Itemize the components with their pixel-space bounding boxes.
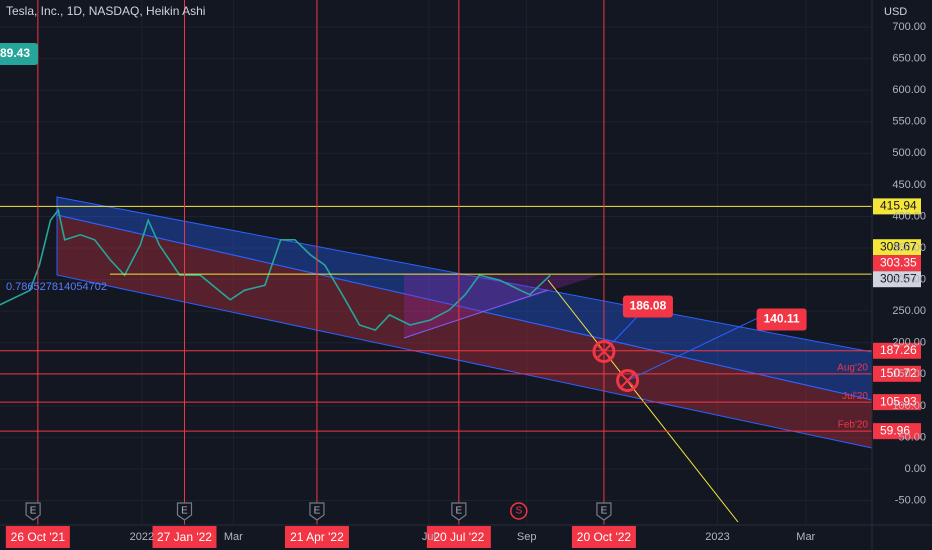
event-label: E [30, 506, 37, 517]
event-icon [25, 502, 41, 521]
x-tick-label: Mar [796, 531, 815, 543]
y-tick-label: 300.00 [892, 273, 926, 285]
target-ring [592, 340, 616, 364]
event-icon [510, 502, 528, 520]
x-tick-label: Jul [422, 531, 436, 543]
x-tick-label: Mar [224, 531, 243, 543]
price-label-box [873, 198, 921, 215]
trend-line [403, 289, 549, 339]
event-icon [596, 502, 612, 521]
y-tick-label: -50.00 [895, 494, 926, 506]
fib-label: Aug'20 [837, 363, 868, 374]
date-label: 20 Oct '22 [577, 530, 632, 544]
price-label: 415.94 [880, 199, 917, 213]
price-line [0, 208, 551, 332]
price-label-box [873, 239, 921, 256]
event-icon [309, 502, 325, 521]
price-label: 308.67 [880, 239, 917, 253]
grid [0, 0, 872, 525]
event-icon [451, 502, 467, 521]
y-tick-label: 50.00 [898, 431, 926, 443]
price-label: 105.93 [880, 394, 917, 408]
event-label: E [456, 506, 463, 517]
price-label-box [873, 271, 921, 288]
price-label-box [873, 423, 921, 440]
event-label: E [181, 506, 188, 517]
fib-label: Jul'20 [842, 391, 868, 402]
price-label: 187.26 [880, 343, 917, 357]
y-tick-label: 0.00 [905, 463, 926, 475]
target-cross [597, 344, 611, 359]
price-label: 303.35 [880, 255, 917, 269]
y-tick-label: 450.00 [892, 179, 926, 191]
y-tick-label: 250.00 [892, 305, 926, 317]
date-box [284, 526, 349, 548]
event-label: S [515, 506, 522, 517]
price-label: 150.72 [880, 366, 917, 380]
y-tick-label: 150.00 [892, 368, 926, 380]
target-box [756, 308, 807, 331]
y-tick-label: 400.00 [892, 210, 926, 222]
y-tick-label: 700.00 [892, 21, 926, 33]
date-box [152, 526, 217, 548]
fib-label: Feb'20 [838, 419, 869, 430]
target-label: 140.11 [764, 312, 800, 326]
x-tick-label: 2023 [705, 531, 729, 543]
y-tick-label: 550.00 [892, 116, 926, 128]
date-label: 27 Jan '22 [157, 530, 212, 544]
chart-title: Tesla, Inc., 1D, NASDAQ, Heikin Ashi [6, 4, 205, 18]
price-label-box [873, 255, 921, 272]
date-box [5, 526, 70, 548]
projection-line [547, 279, 739, 523]
price-label-box [873, 365, 921, 382]
y-tick-label: 650.00 [892, 52, 926, 64]
target-box [622, 295, 673, 318]
target-link [627, 318, 757, 381]
date-box [426, 526, 491, 548]
price-label-box [873, 342, 921, 359]
target-ring [616, 369, 640, 393]
y-tick-label: 500.00 [892, 147, 926, 159]
target-cross [620, 373, 635, 388]
last-marker-box [0, 43, 38, 65]
y-tick-label: 200.00 [892, 337, 926, 349]
last-marker: 89.43 [0, 46, 30, 60]
ratio-label: 0.786527814054702 [6, 281, 107, 293]
y-tick-label: 350.00 [892, 242, 926, 254]
date-label: 26 Oct '21 [11, 530, 66, 544]
y-tick-label: 100.00 [892, 400, 926, 412]
price-label: 300.57 [880, 271, 917, 285]
target-label: 186.08 [630, 299, 667, 313]
y-axis-unit: USD [884, 6, 907, 18]
event-icon [176, 502, 193, 521]
event-label: E [314, 506, 321, 517]
x-tick-label: 2022 [130, 531, 154, 543]
price-label-box [873, 394, 921, 411]
event-label: E [601, 506, 608, 517]
y-tick-label: 600.00 [892, 84, 926, 96]
date-label: 21 Apr '22 [290, 530, 344, 544]
price-label: 59.96 [880, 423, 910, 437]
date-label: 20 Jul '22 [433, 530, 484, 544]
date-box [571, 526, 636, 548]
x-tick-label: Sep [517, 531, 537, 543]
